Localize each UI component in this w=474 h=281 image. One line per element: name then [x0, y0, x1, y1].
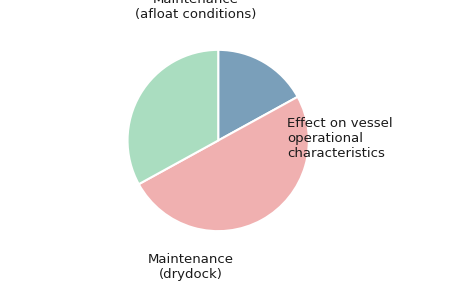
Text: Maintenance
(afloat conditions): Maintenance (afloat conditions) [136, 0, 257, 21]
Wedge shape [218, 50, 298, 140]
Text: Effect on vessel
operational
characteristics: Effect on vessel operational characteris… [287, 117, 392, 160]
Wedge shape [139, 97, 309, 231]
Wedge shape [128, 50, 218, 184]
Text: Maintenance
(drydock): Maintenance (drydock) [147, 253, 234, 281]
